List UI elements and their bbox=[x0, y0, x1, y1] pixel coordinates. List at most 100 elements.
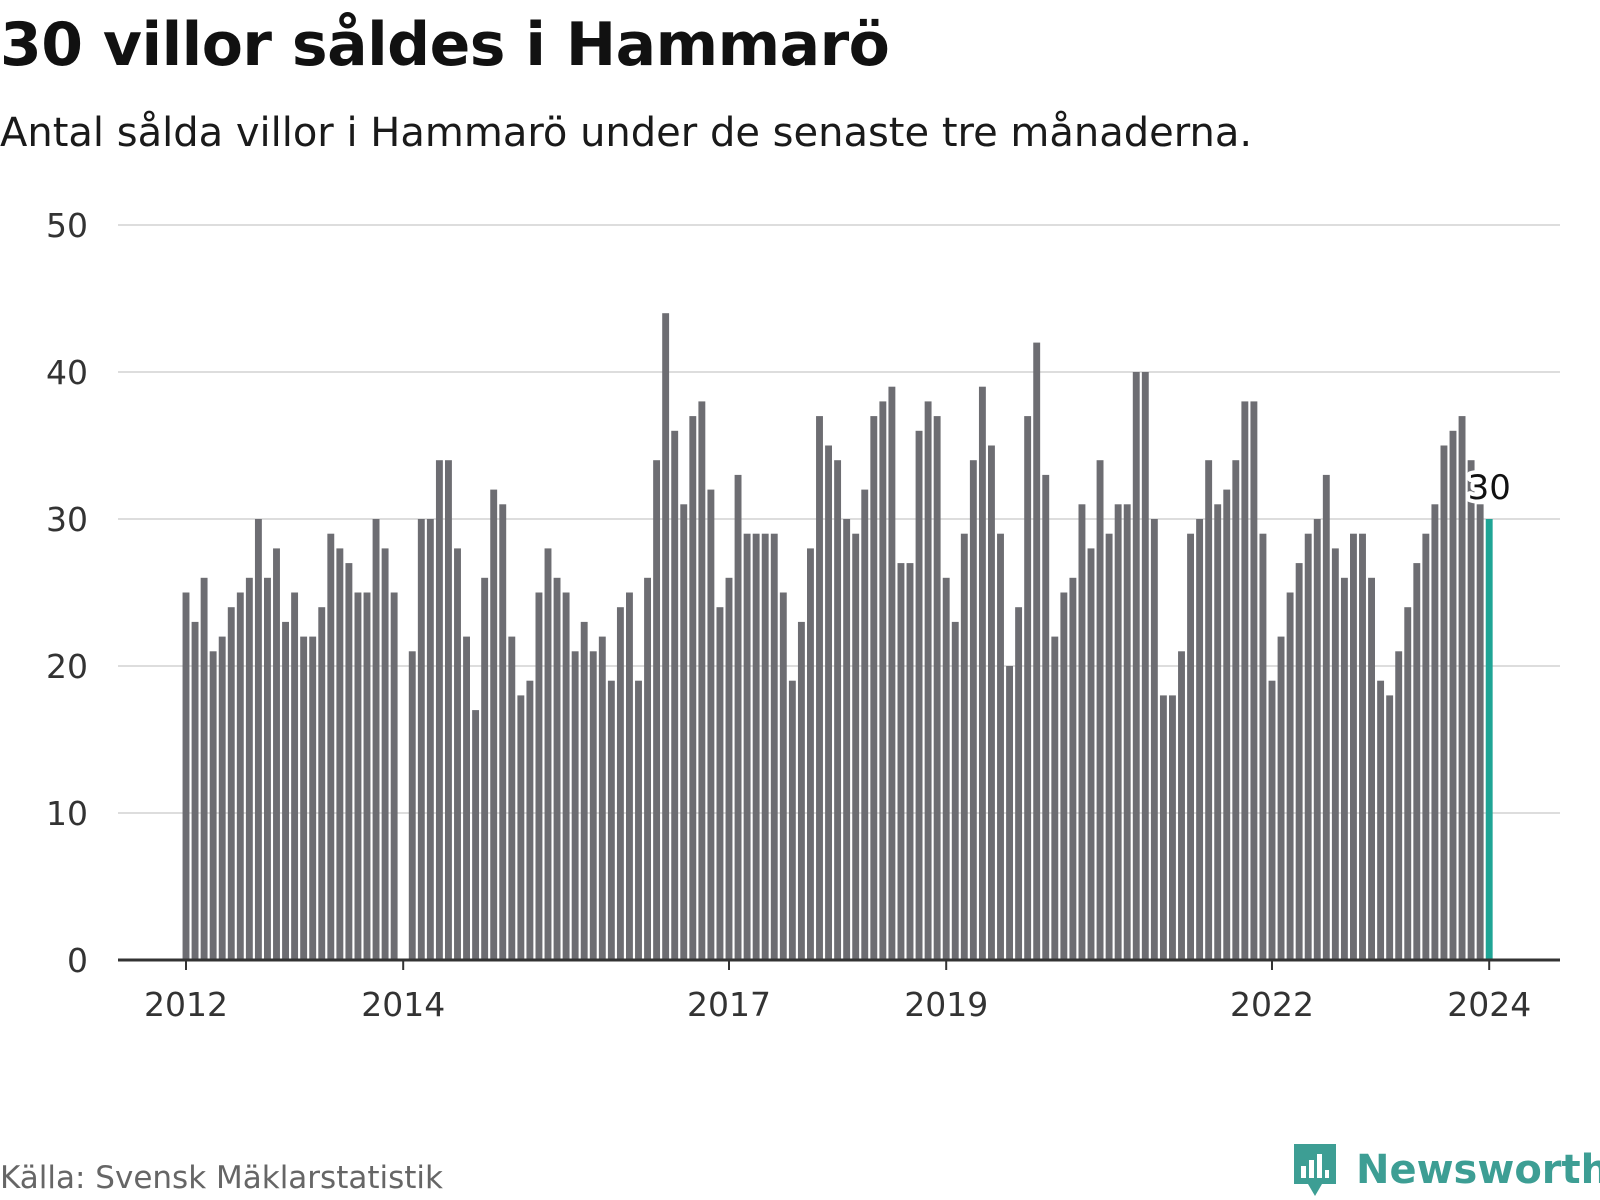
x-tick-label: 2024 bbox=[1447, 985, 1531, 1024]
bar bbox=[1105, 533, 1113, 960]
bar bbox=[997, 533, 1004, 960]
bar bbox=[1476, 504, 1484, 960]
bar bbox=[752, 533, 760, 960]
y-tick-label: 10 bbox=[46, 794, 88, 833]
bar bbox=[1422, 533, 1430, 960]
bar bbox=[345, 563, 353, 960]
bar bbox=[951, 621, 959, 960]
brand[interactable]: Newsworthy bbox=[1290, 1140, 1600, 1200]
bar bbox=[1322, 474, 1330, 960]
bar bbox=[1033, 342, 1041, 961]
bar bbox=[1024, 416, 1032, 961]
bar bbox=[897, 563, 905, 960]
bar bbox=[1114, 504, 1122, 960]
bar bbox=[372, 519, 380, 960]
bar bbox=[779, 592, 787, 960]
bar bbox=[218, 636, 226, 960]
bar bbox=[1060, 592, 1068, 960]
bar bbox=[264, 577, 271, 960]
bar bbox=[227, 607, 235, 960]
bar bbox=[1159, 695, 1167, 960]
bar bbox=[960, 533, 968, 960]
bar bbox=[236, 592, 244, 960]
bar bbox=[607, 680, 615, 960]
bar bbox=[879, 401, 887, 960]
bar bbox=[354, 592, 362, 960]
x-axis bbox=[118, 958, 1560, 970]
bar bbox=[978, 386, 986, 960]
bar bbox=[1449, 430, 1457, 960]
bar bbox=[191, 621, 199, 960]
bar bbox=[1259, 533, 1267, 960]
y-tick-label: 50 bbox=[46, 206, 88, 245]
highlight-value-label: 30 bbox=[1468, 468, 1511, 508]
brand-name: Newsworthy bbox=[1356, 1147, 1600, 1193]
bar bbox=[870, 416, 878, 961]
x-tick-label: 2022 bbox=[1230, 985, 1314, 1024]
bar-chart: 0 10 20 30 40 50 2012 2014 2017 2019 2022 2024 30 bbox=[46, 206, 1560, 1024]
bar bbox=[589, 651, 597, 960]
bar bbox=[363, 592, 371, 960]
bar bbox=[626, 592, 633, 960]
x-tick-label: 2017 bbox=[687, 985, 771, 1024]
bar bbox=[526, 680, 534, 960]
bar bbox=[1169, 695, 1176, 960]
bar bbox=[616, 607, 624, 960]
bar bbox=[1042, 474, 1050, 960]
bar bbox=[1078, 504, 1086, 960]
bar bbox=[598, 636, 606, 960]
bar bbox=[282, 621, 289, 960]
bar bbox=[336, 548, 344, 960]
bar bbox=[689, 416, 697, 961]
bar bbox=[816, 416, 823, 961]
bar bbox=[490, 489, 498, 960]
bar bbox=[1087, 548, 1095, 960]
bar bbox=[445, 460, 452, 960]
bar bbox=[1286, 592, 1294, 960]
source-note: Källa: Svensk Mäklarstatistik bbox=[0, 1160, 443, 1196]
bar bbox=[327, 533, 335, 960]
bar bbox=[209, 651, 217, 960]
bar bbox=[463, 636, 470, 960]
bar bbox=[1268, 680, 1276, 960]
bar bbox=[1304, 533, 1312, 960]
bar bbox=[834, 460, 842, 960]
bar bbox=[1196, 519, 1204, 960]
bar bbox=[1123, 504, 1131, 960]
bar bbox=[182, 592, 190, 960]
bar bbox=[535, 592, 543, 960]
bar bbox=[291, 592, 299, 960]
bar bbox=[770, 533, 778, 960]
bar bbox=[1051, 636, 1059, 960]
bar bbox=[662, 313, 670, 960]
bar bbox=[825, 445, 832, 960]
bar bbox=[1223, 489, 1231, 960]
bar bbox=[698, 401, 706, 960]
bar bbox=[300, 636, 308, 960]
bar bbox=[309, 636, 317, 960]
x-tick-label: 2019 bbox=[904, 985, 988, 1024]
bar bbox=[580, 621, 588, 960]
bar bbox=[390, 592, 398, 960]
bar bbox=[1069, 577, 1077, 960]
chart-subtitle: Antal sålda villor i Hammarö under de se… bbox=[0, 110, 1253, 156]
bar bbox=[861, 489, 869, 960]
bar bbox=[1359, 533, 1366, 960]
bar bbox=[1340, 577, 1348, 960]
bar bbox=[1404, 607, 1412, 960]
bar bbox=[254, 519, 262, 960]
bar bbox=[454, 548, 461, 960]
bar bbox=[1241, 401, 1249, 960]
bar bbox=[200, 577, 208, 960]
bar bbox=[1395, 651, 1403, 960]
bar bbox=[852, 533, 860, 960]
bar bbox=[481, 577, 489, 960]
bar bbox=[725, 577, 733, 960]
bar bbox=[1386, 695, 1394, 960]
bar bbox=[435, 460, 443, 960]
bar bbox=[1440, 445, 1448, 960]
bar bbox=[1006, 666, 1013, 960]
bar bbox=[499, 504, 507, 960]
bar bbox=[906, 563, 914, 960]
bar bbox=[1331, 548, 1339, 960]
